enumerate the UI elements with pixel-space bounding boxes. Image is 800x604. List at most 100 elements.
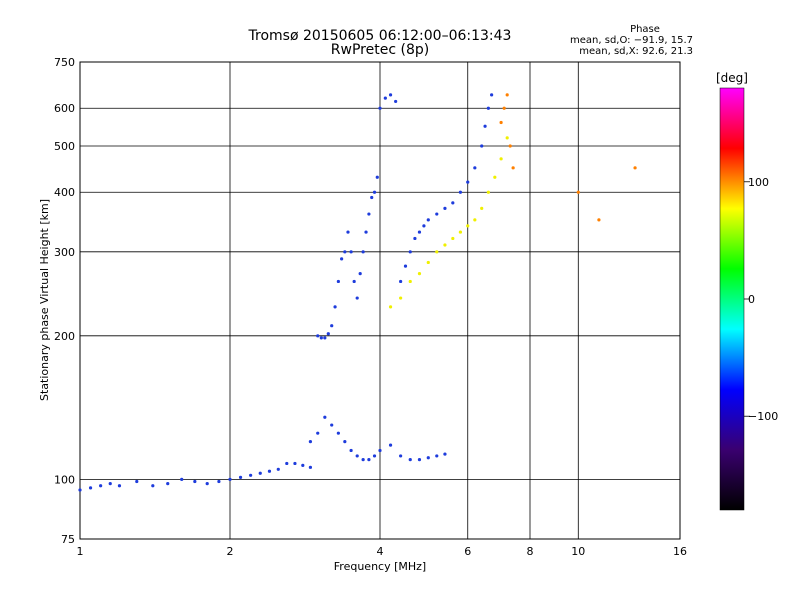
data-point (399, 296, 403, 300)
data-point (358, 272, 362, 276)
data-point (490, 93, 494, 97)
data-point (502, 106, 506, 110)
data-point (483, 124, 487, 128)
data-point (293, 461, 297, 466)
y-tick-label: 600 (54, 102, 75, 115)
data-point (361, 458, 365, 462)
data-point (301, 463, 305, 467)
data-point (323, 336, 327, 340)
data-point (408, 279, 412, 284)
data-point (480, 144, 484, 148)
data-point (108, 481, 112, 486)
data-point (88, 486, 93, 490)
data-point (267, 469, 272, 473)
data-point (355, 454, 359, 458)
x-tick-label: 4 (377, 545, 384, 558)
data-point (435, 250, 439, 254)
data-point (316, 334, 320, 338)
data-point (486, 190, 490, 194)
colorbar (719, 87, 745, 511)
data-point (417, 272, 422, 276)
data-point (426, 218, 430, 222)
data-point (473, 218, 477, 222)
data-point (319, 336, 323, 340)
data-point (435, 454, 439, 458)
colorbar-tick-label: −100 (748, 410, 778, 423)
chart-subtitle: RwPretec (8p) (331, 42, 429, 58)
data-point (633, 166, 637, 170)
data-point (383, 96, 387, 100)
colorbar-ticks: 100 0 −100 (744, 176, 778, 423)
data-point (417, 230, 422, 234)
data-point (349, 448, 353, 453)
data-point (367, 212, 371, 216)
data-point (505, 136, 509, 140)
data-point (466, 180, 470, 184)
data-point (508, 144, 512, 148)
data-point (443, 452, 447, 456)
x-axis-label: Frequency [MHz] (334, 560, 426, 573)
x-tick-label: 8 (527, 545, 534, 558)
y-tick-label: 400 (54, 186, 75, 199)
data-point (408, 250, 412, 254)
data-point (388, 305, 393, 309)
data-point (78, 488, 82, 492)
data-point (316, 431, 320, 435)
data-point (458, 230, 463, 234)
data-point (336, 431, 340, 435)
data-point (166, 481, 170, 486)
data-point (426, 260, 430, 265)
data-point (417, 458, 422, 462)
data-point (466, 224, 470, 228)
data-point (458, 190, 463, 194)
data-point (375, 175, 379, 179)
axis-ticks: 1 2 4 6 8 10 16 75 100 200 300 400 500 600 750 (54, 56, 687, 558)
data-point (480, 206, 484, 210)
data-point (346, 230, 350, 234)
data-point (378, 448, 382, 453)
data-point (326, 332, 330, 336)
data-point (349, 250, 353, 254)
y-tick-label: 300 (54, 246, 75, 259)
data-point (372, 190, 377, 194)
y-tick-label: 100 (54, 473, 75, 486)
phase-legend-line2: mean, sd,X: 92.6, 21.3 (579, 46, 693, 57)
y-tick-label: 75 (61, 533, 75, 546)
data-point (443, 206, 447, 210)
data-point (367, 458, 371, 462)
y-tick-label: 500 (54, 140, 75, 153)
data-point (388, 443, 393, 447)
data-point (99, 484, 103, 488)
data-point (193, 479, 197, 484)
colorbar-tick-label: 0 (748, 293, 755, 306)
data-point (217, 479, 221, 484)
data-point (352, 279, 356, 284)
colorbar-tick-label: 100 (748, 176, 769, 189)
y-tick-label: 750 (54, 56, 75, 69)
data-point (493, 175, 497, 179)
data-point (308, 465, 313, 469)
data-point (451, 236, 455, 241)
phase-legend-title: Phase (630, 24, 660, 35)
data-points (78, 93, 637, 492)
data-point (403, 264, 408, 268)
x-tick-label: 2 (227, 545, 234, 558)
data-point (228, 477, 232, 482)
data-point (135, 479, 139, 484)
data-point (399, 279, 403, 284)
data-point (597, 218, 601, 222)
data-point (361, 250, 365, 254)
data-point (258, 471, 262, 475)
data-point (499, 157, 503, 161)
data-point (180, 477, 184, 482)
data-point (340, 257, 344, 261)
data-point (486, 106, 490, 110)
chart-title: Tromsø 20150605 06:12:00–06:13:43 (248, 28, 512, 44)
data-point (399, 454, 403, 458)
data-point (285, 461, 289, 466)
x-tick-label: 1 (77, 545, 84, 558)
data-point (378, 106, 382, 110)
data-point (238, 475, 243, 479)
